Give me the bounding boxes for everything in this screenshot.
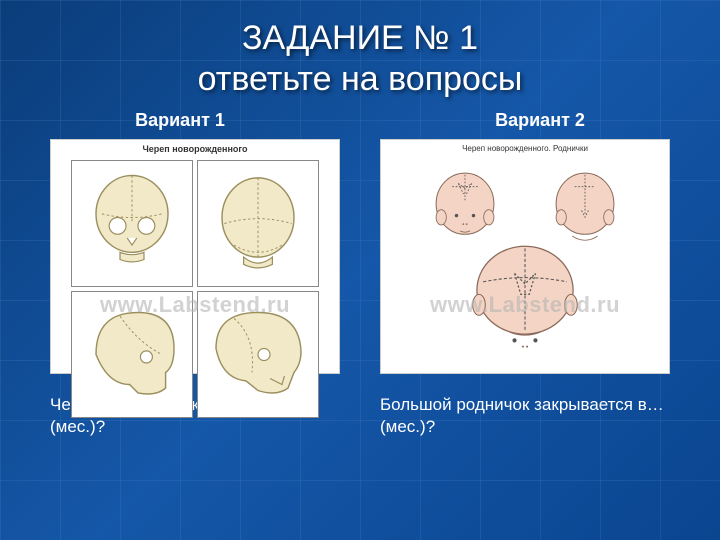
skull-back-cell [197, 160, 319, 287]
head-header: Череп новорожденного. Роднички [381, 144, 669, 153]
skull-back-icon [198, 161, 318, 286]
skull-side-icon [72, 292, 192, 417]
variant-2-caption: Большой родничок закрывается в… (мес.)? [380, 394, 670, 438]
variant-1-image: Череп новорожденного [50, 139, 340, 374]
variant-2-label: Вариант 2 [390, 110, 690, 131]
title-line-2: ответьте на вопросы [0, 59, 720, 100]
title-line-1: ЗАДАНИЕ № 1 [0, 18, 720, 59]
heads-bottom-row [381, 240, 669, 355]
skull-bottom-cell [197, 291, 319, 418]
skull-front-icon [72, 161, 192, 286]
images-row: Череп новорожденного [0, 139, 720, 374]
variant-2-image: Череп новорожденного. Роднички [380, 139, 670, 374]
head-top-icon [460, 240, 590, 355]
variant-1-label: Вариант 1 [30, 110, 330, 131]
skull-bottom-icon [198, 292, 318, 417]
skull-front-cell [71, 160, 193, 287]
skull-grid [71, 160, 319, 353]
slide-title: ЗАДАНИЕ № 1 ответьте на вопросы [0, 0, 720, 100]
skull-side-cell [71, 291, 193, 418]
variant-labels-row: Вариант 1 Вариант 2 [0, 110, 720, 131]
skull-header: Череп новорожденного [51, 144, 339, 154]
